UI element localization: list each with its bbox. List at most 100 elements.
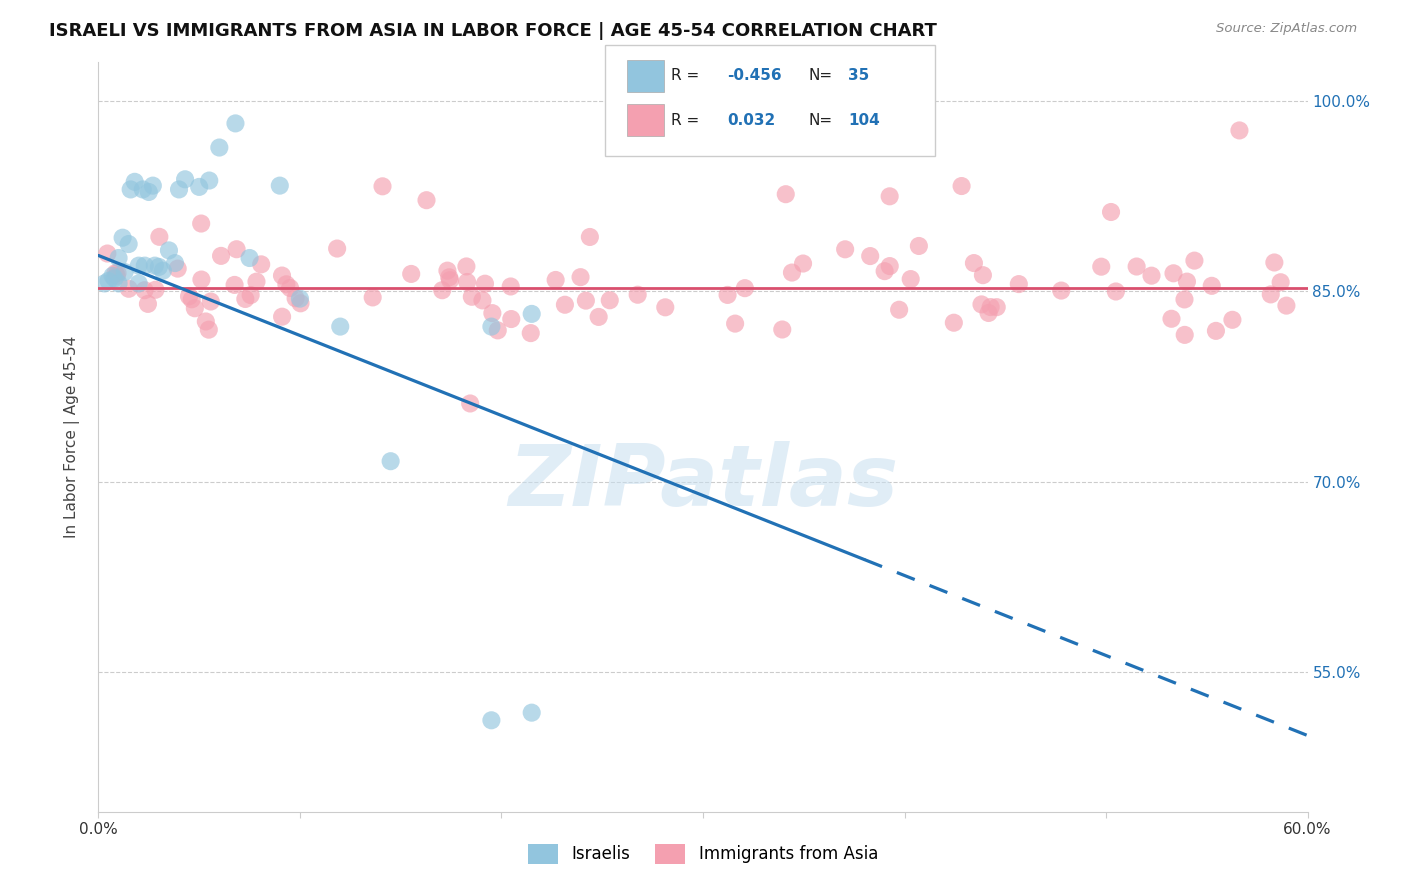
Point xyxy=(138,185,160,199)
Point xyxy=(456,275,478,289)
Point xyxy=(163,256,186,270)
Point xyxy=(145,283,167,297)
Point xyxy=(96,246,118,260)
Point xyxy=(271,310,294,324)
Point xyxy=(184,301,207,316)
Point xyxy=(972,268,994,282)
Point xyxy=(157,244,180,258)
Text: 104: 104 xyxy=(848,113,880,128)
Point xyxy=(208,140,231,154)
Point xyxy=(224,277,246,292)
Point xyxy=(481,713,503,727)
Point xyxy=(120,182,142,196)
Point xyxy=(152,263,174,277)
Point xyxy=(107,251,129,265)
Point xyxy=(134,283,156,297)
Text: ISRAELI VS IMMIGRANTS FROM ASIA IN LABOR FORCE | AGE 45-54 CORRELATION CHART: ISRAELI VS IMMIGRANTS FROM ASIA IN LABOR… xyxy=(49,22,936,40)
Point xyxy=(1008,277,1031,291)
Point xyxy=(194,314,217,328)
Point xyxy=(1105,285,1128,299)
Point xyxy=(415,193,437,207)
Point xyxy=(1263,255,1285,269)
Point xyxy=(177,289,200,303)
Point xyxy=(371,179,394,194)
Point xyxy=(103,271,125,285)
Point xyxy=(1270,275,1292,289)
Point xyxy=(118,237,141,252)
Point xyxy=(288,292,311,306)
Point xyxy=(970,297,993,311)
Point xyxy=(1222,313,1244,327)
Point xyxy=(575,293,598,308)
Point xyxy=(900,272,922,286)
Point xyxy=(520,307,543,321)
Point xyxy=(142,178,165,193)
Point xyxy=(654,301,676,315)
Text: ZIPatlas: ZIPatlas xyxy=(508,441,898,524)
Point xyxy=(105,268,128,283)
Point xyxy=(290,296,312,310)
Point xyxy=(520,706,543,720)
Y-axis label: In Labor Force | Age 45-54: In Labor Force | Age 45-54 xyxy=(63,336,80,538)
Point xyxy=(461,290,484,304)
Point xyxy=(198,323,221,337)
Point xyxy=(458,396,481,410)
Point xyxy=(136,297,159,311)
Text: Source: ZipAtlas.com: Source: ZipAtlas.com xyxy=(1216,22,1357,36)
Point xyxy=(107,277,129,291)
Point xyxy=(1175,275,1198,289)
Text: R =: R = xyxy=(671,113,709,128)
Text: N=: N= xyxy=(808,113,832,128)
Point xyxy=(1174,327,1197,342)
Point xyxy=(276,277,298,292)
Point xyxy=(134,259,156,273)
Point xyxy=(326,242,349,256)
Point xyxy=(439,270,461,285)
Point xyxy=(873,264,896,278)
Point xyxy=(499,279,522,293)
Point xyxy=(1205,324,1227,338)
Point xyxy=(486,323,509,337)
Point xyxy=(143,259,166,273)
Point xyxy=(1160,311,1182,326)
Point xyxy=(225,242,247,256)
Point xyxy=(233,292,256,306)
Text: -0.456: -0.456 xyxy=(727,69,782,83)
Point xyxy=(734,281,756,295)
Point xyxy=(1050,284,1073,298)
Point xyxy=(148,260,170,274)
Point xyxy=(190,272,212,286)
Point xyxy=(716,288,738,302)
Text: N=: N= xyxy=(808,69,832,83)
Point xyxy=(471,293,494,308)
Point xyxy=(269,178,291,193)
Point xyxy=(111,230,134,244)
Point xyxy=(284,291,307,305)
Point xyxy=(859,249,882,263)
Point xyxy=(456,260,478,274)
Point xyxy=(780,266,803,280)
Point xyxy=(554,298,576,312)
Point xyxy=(180,293,202,307)
Point xyxy=(501,312,523,326)
Point xyxy=(198,173,221,187)
Point xyxy=(519,326,541,340)
Point xyxy=(963,256,986,270)
Point xyxy=(101,268,124,283)
Point xyxy=(209,249,232,263)
Point xyxy=(436,263,458,277)
Point xyxy=(124,175,146,189)
Point xyxy=(188,180,211,194)
Point xyxy=(118,282,141,296)
Point xyxy=(432,283,454,297)
Point xyxy=(250,257,273,271)
Point xyxy=(1229,123,1251,137)
Point xyxy=(174,172,197,186)
Point xyxy=(97,274,120,288)
Point xyxy=(239,288,262,302)
Point xyxy=(104,266,127,280)
Legend: Israelis, Immigrants from Asia: Israelis, Immigrants from Asia xyxy=(522,838,884,871)
Point xyxy=(1275,299,1298,313)
Text: 35: 35 xyxy=(848,69,869,83)
Point xyxy=(950,179,973,194)
